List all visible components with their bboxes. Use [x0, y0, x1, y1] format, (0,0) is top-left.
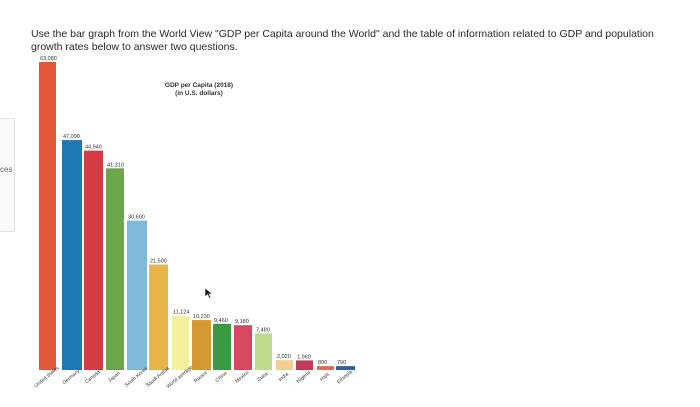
bar-germany: [62, 140, 82, 370]
value-label: 9,180: [235, 319, 249, 325]
value-label: 47,090: [63, 134, 80, 140]
value-label: 41,310: [107, 162, 124, 168]
bar-india: [276, 360, 293, 370]
bar-nigeria: [296, 360, 313, 370]
bar-china: [213, 323, 231, 370]
chart-subtitle: (in U.S. dollars): [175, 90, 223, 97]
category-label: India: [278, 371, 290, 383]
value-label: 11,124: [173, 310, 189, 316]
category-label: Japan: [107, 370, 121, 383]
bar-mexico: [234, 325, 252, 370]
category-label: Russia: [193, 370, 209, 385]
bar-ethiopia: [336, 366, 355, 370]
value-label: 21,600: [150, 259, 167, 265]
value-label: 44,940: [85, 145, 102, 151]
category-label: Nigeria: [296, 370, 312, 385]
category-label: Mexico: [234, 370, 250, 385]
value-label: 9,460: [214, 318, 228, 324]
value-label: 7,480: [256, 327, 270, 333]
bar-saudi-arabia: [149, 264, 168, 370]
chart-bars: [39, 62, 355, 370]
mouse-cursor-icon: [204, 287, 214, 299]
category-label: Canada: [84, 369, 101, 385]
value-label: 10,230: [193, 314, 210, 320]
bar-haiti: [317, 366, 334, 370]
value-label: 63,080: [40, 56, 57, 62]
value-label: 1,960: [297, 354, 311, 360]
value-label: 790: [337, 360, 346, 366]
side-panel-fragment-text: ces: [0, 165, 13, 174]
bar-united-states: [39, 62, 56, 370]
bar-japan: [106, 168, 124, 370]
question-text: Use the bar graph from the World View "G…: [31, 28, 654, 53]
category-label: Ethiopia: [336, 369, 354, 385]
value-label: 30,600: [128, 215, 145, 221]
bar-cuba: [255, 333, 272, 370]
category-label: Germany: [62, 368, 82, 386]
value-label: 2,020: [277, 354, 291, 360]
category-label: China: [214, 371, 228, 384]
category-label: Haiti: [319, 372, 331, 383]
bar-south-korea: [127, 220, 147, 370]
chart-value-labels: 63,080 47,090 44,940 41,310 30,600 21,600 11,1…: [40, 56, 346, 366]
chart-title: GDP per Capita (2018): [165, 82, 233, 89]
bar-world-average: [172, 315, 189, 370]
value-label: 800: [318, 360, 327, 366]
bar-canada: [84, 150, 103, 370]
bar-russia: [192, 320, 211, 370]
side-panel-fragment: [0, 118, 15, 232]
category-label: Cuba: [256, 371, 269, 383]
